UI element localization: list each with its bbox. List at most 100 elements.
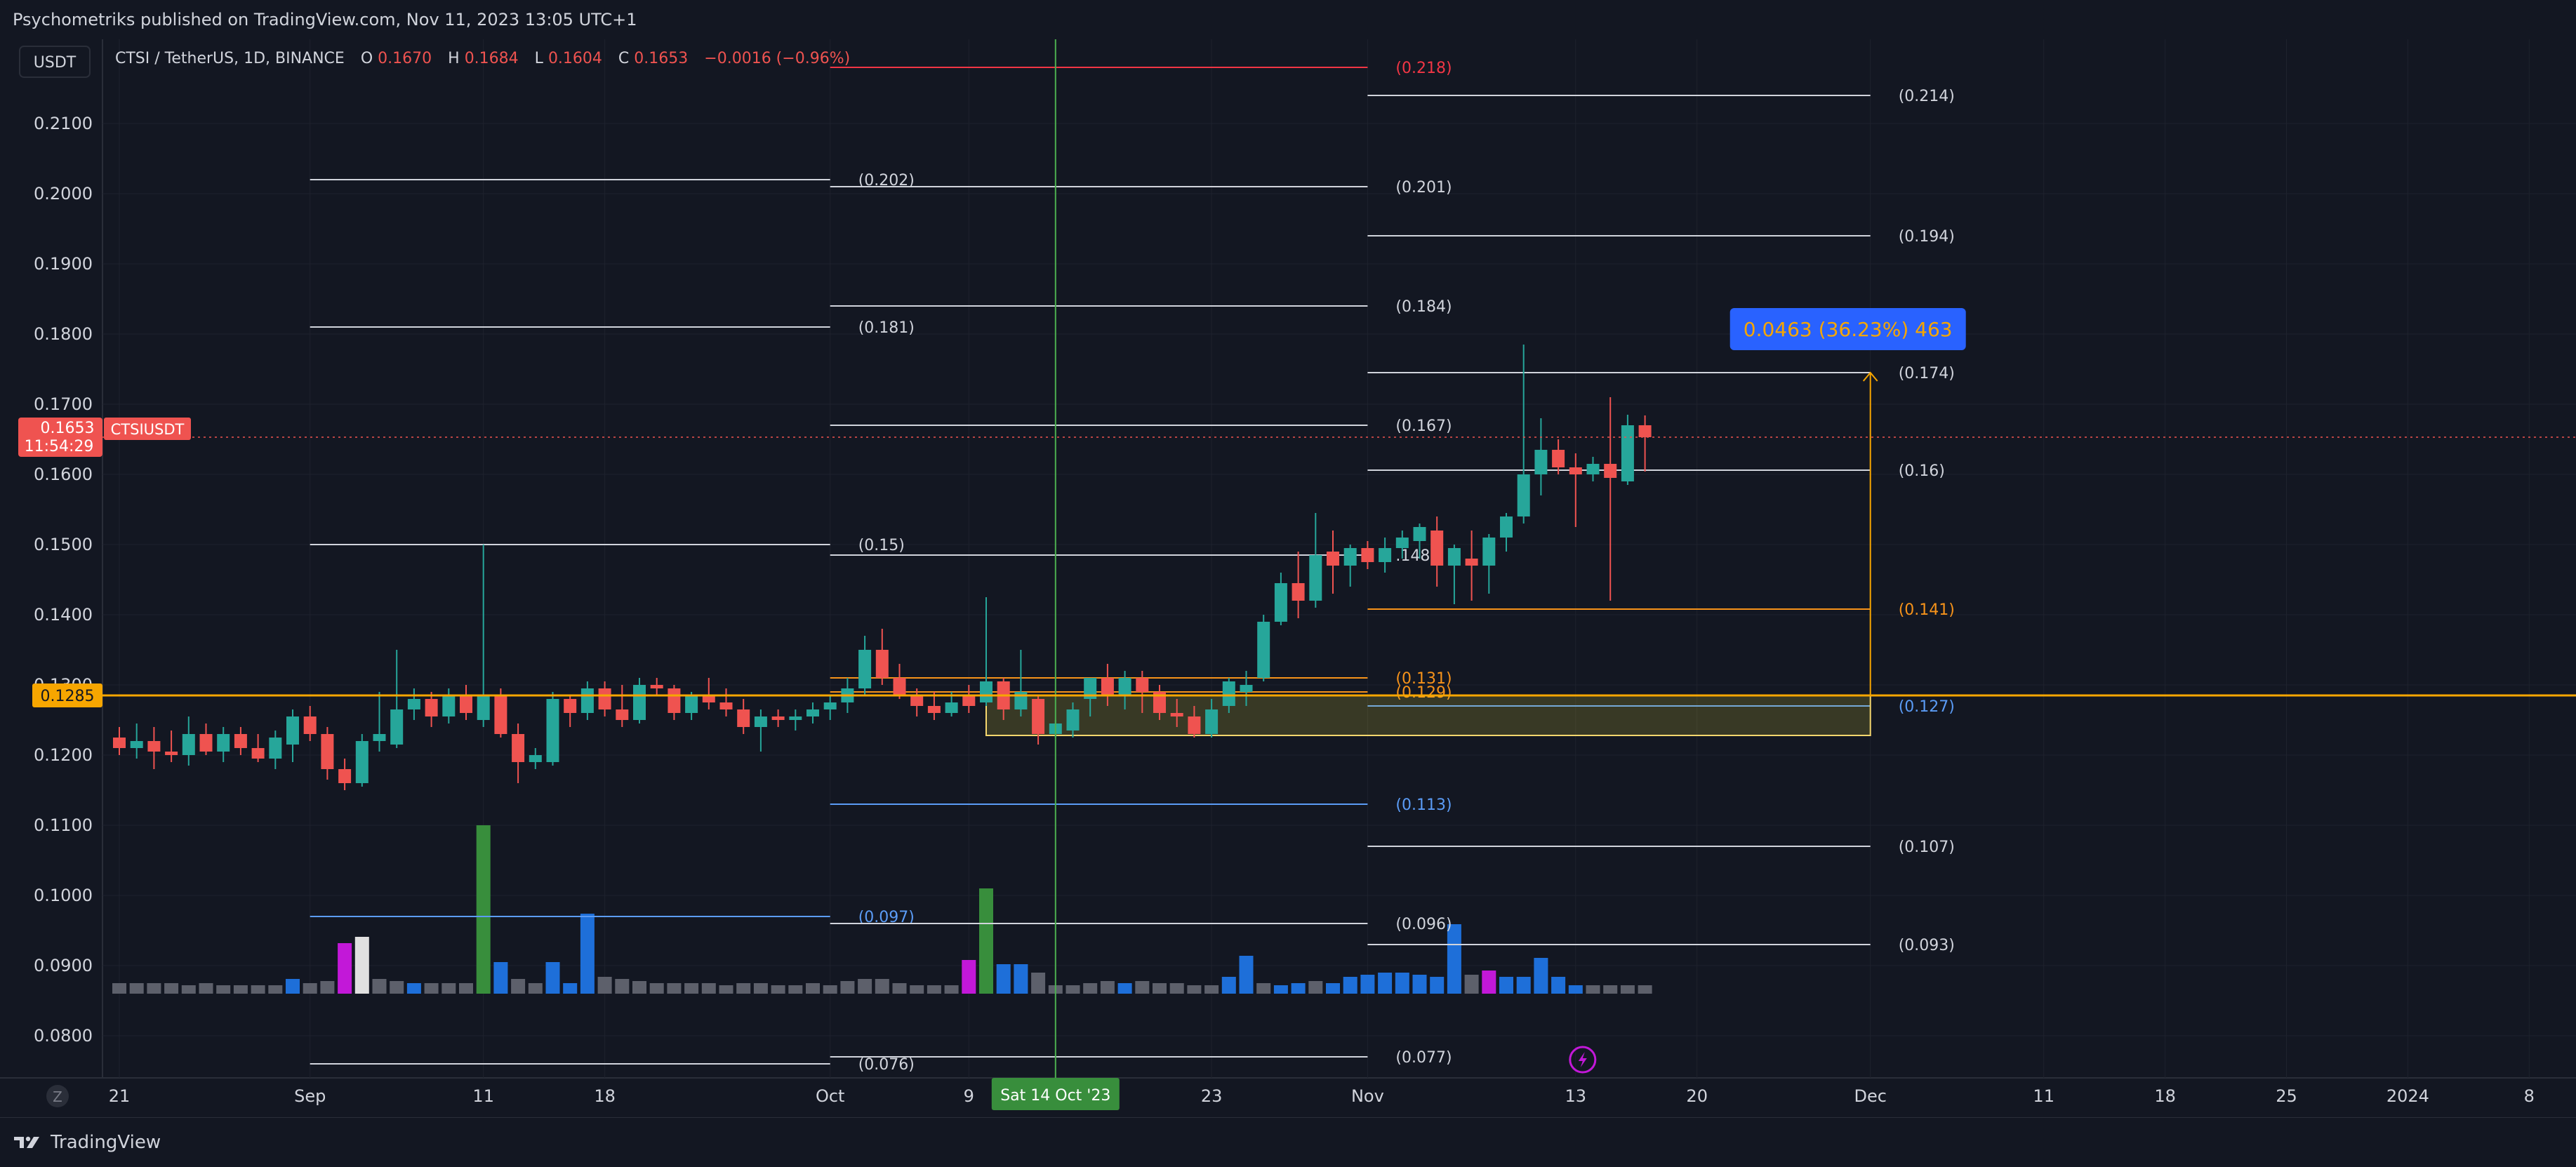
- measure-label[interactable]: 0.0463 (36.23%) 463: [1729, 308, 1966, 350]
- y-tick-label: 0.1000: [34, 886, 93, 905]
- hline-price-tag: 0.1285: [32, 683, 102, 707]
- x-tick-label: 11: [2033, 1086, 2054, 1106]
- tradingview-brand[interactable]: TradingView: [13, 1132, 161, 1153]
- volume-bar: [1464, 975, 1479, 994]
- y-tick-label: 0.0800: [34, 1026, 93, 1046]
- volume-bar: [1169, 983, 1184, 994]
- candle-body: [737, 709, 750, 727]
- volume-bar: [338, 943, 352, 994]
- symbol-name: CTSI / TetherUS, 1D, BINANCE: [115, 50, 345, 67]
- volume-bar: [1603, 985, 1618, 994]
- y-tick-label: 0.1800: [34, 324, 93, 344]
- candle-body: [1084, 678, 1097, 699]
- volume-bar: [771, 985, 785, 994]
- fib-level-label: (0.16): [1899, 462, 1945, 480]
- volume-bar: [944, 985, 959, 994]
- candle-body: [875, 650, 889, 678]
- high-value: 0.1684: [465, 50, 519, 67]
- zoom-reset-button[interactable]: Z: [46, 1085, 69, 1107]
- candle-body: [1309, 555, 1322, 601]
- symbol-tag: CTSIUSDT: [111, 421, 185, 438]
- volume-bar: [667, 983, 682, 994]
- candle-body: [616, 709, 629, 720]
- y-tick-label: 0.2100: [34, 114, 93, 133]
- volume-bar: [354, 937, 369, 994]
- volume-bar: [1551, 977, 1566, 994]
- volume-bar: [1482, 971, 1496, 994]
- volume-bar: [1273, 985, 1288, 994]
- candle-body: [1604, 464, 1617, 478]
- fib-level-label: (0.096): [1395, 916, 1452, 933]
- y-tick-label: 0.1100: [34, 815, 93, 835]
- candle-body: [1292, 583, 1305, 601]
- x-tick-label: Sep: [294, 1086, 326, 1106]
- volume-bar: [406, 983, 421, 994]
- volume-bar: [1153, 983, 1167, 994]
- volume-bar: [216, 985, 231, 994]
- volume-bar: [684, 983, 699, 994]
- candle-body: [564, 699, 577, 713]
- volume-bar: [545, 962, 560, 994]
- candle-body: [789, 716, 802, 720]
- candle-body: [338, 769, 352, 783]
- candle-body: [477, 695, 490, 720]
- volume-bar: [806, 983, 820, 994]
- x-tick-label: 9: [964, 1086, 974, 1106]
- volume-bar: [268, 985, 283, 994]
- candle-body: [1482, 538, 1496, 566]
- tradingview-logo-icon: [14, 1136, 39, 1148]
- fib-level-label: (0.113): [1395, 796, 1452, 814]
- volume-bar: [823, 985, 837, 994]
- candlestick-chart[interactable]: (0.181)(0.202)(0.15)(0.097)(0.076)(0.218…: [0, 39, 2576, 1117]
- candle-body: [1188, 716, 1201, 734]
- candle-body: [165, 752, 178, 755]
- volume-bar: [493, 962, 508, 994]
- candle-body: [1066, 709, 1080, 731]
- crosshair-date-value: Sat 14 Oct '23: [1000, 1087, 1110, 1105]
- fib-level-label: (0.076): [858, 1056, 915, 1074]
- close-value: 0.1653: [634, 50, 688, 67]
- x-tick-label: 13: [1565, 1086, 1587, 1106]
- candle-body: [1274, 583, 1287, 622]
- candle-body: [269, 738, 282, 759]
- candle-body: [1205, 709, 1219, 734]
- candle-body: [251, 748, 265, 759]
- ohlc-legend: CTSI / TetherUS, 1D, BINANCE O 0.1670 H …: [115, 50, 850, 67]
- measure-arrowhead: [1862, 371, 1878, 382]
- volume-bar: [719, 985, 733, 994]
- volume-bar: [1100, 981, 1115, 994]
- fib-level-label: (0.093): [1899, 937, 1955, 954]
- candle-body: [650, 685, 663, 688]
- x-tick-label: 2024: [2386, 1086, 2429, 1106]
- volume-bar: [1447, 924, 1461, 994]
- volume-bar: [632, 981, 646, 994]
- volume-bar: [459, 983, 473, 994]
- candle-body: [425, 699, 438, 716]
- volume-bar: [910, 985, 924, 994]
- lightning-icon[interactable]: [1569, 1046, 1597, 1074]
- volume-bar: [753, 983, 768, 994]
- candle-body: [754, 716, 767, 727]
- candle-body: [512, 734, 525, 762]
- volume-bar: [1221, 977, 1236, 994]
- volume-bar: [233, 985, 248, 994]
- candle-body: [1517, 474, 1530, 516]
- x-tick-label: 25: [2276, 1086, 2297, 1106]
- volume-bar: [927, 985, 941, 994]
- volume-bar: [1378, 973, 1393, 994]
- fib-level-label: (0.218): [1395, 60, 1452, 77]
- fib-level-label: (0.127): [1899, 698, 1955, 716]
- candle-body: [1032, 699, 1045, 734]
- currency-label[interactable]: USDT: [34, 54, 77, 72]
- candle-body: [702, 695, 715, 702]
- candle-body: [668, 688, 681, 713]
- candle-body: [1638, 425, 1652, 437]
- candle-body: [303, 716, 317, 734]
- currency-box[interactable]: [19, 46, 91, 78]
- chart-area[interactable]: (0.181) (0.202) (0.15) (0.097) (0.076) (0.218…: [0, 39, 2576, 1117]
- candle-body: [719, 702, 733, 709]
- fib-level-label: (0.141): [1899, 601, 1955, 619]
- candle-body: [1170, 713, 1183, 716]
- candle-body: [1222, 681, 1235, 706]
- candle-body: [633, 685, 646, 720]
